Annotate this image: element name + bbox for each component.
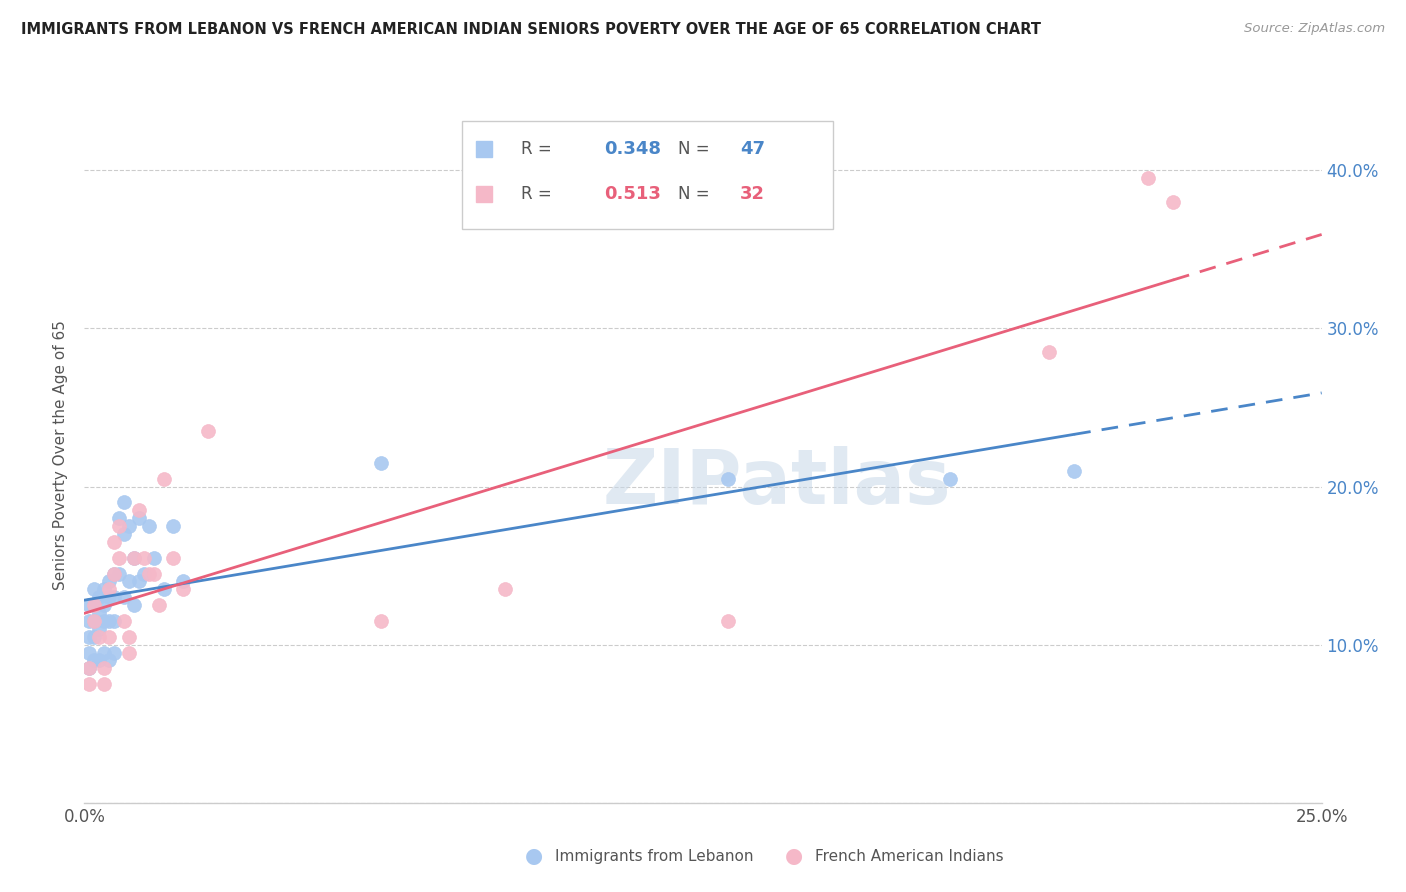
Text: ●: ● bbox=[786, 847, 803, 866]
Point bbox=[112, 614, 135, 628]
Point bbox=[79, 677, 101, 691]
Point bbox=[79, 661, 101, 675]
Point bbox=[83, 582, 105, 597]
Point bbox=[83, 614, 105, 628]
Point bbox=[83, 630, 105, 644]
Point bbox=[142, 566, 165, 581]
Point bbox=[122, 550, 145, 565]
Point bbox=[1137, 171, 1160, 186]
Point bbox=[93, 582, 115, 597]
Point bbox=[83, 653, 105, 667]
Point bbox=[717, 472, 740, 486]
Text: ●: ● bbox=[526, 847, 543, 866]
Point bbox=[98, 591, 121, 605]
Point bbox=[172, 582, 194, 597]
Point bbox=[108, 566, 131, 581]
Text: ZIPatlas: ZIPatlas bbox=[603, 446, 952, 520]
Point bbox=[152, 582, 174, 597]
Point bbox=[1063, 464, 1085, 478]
Point bbox=[122, 550, 145, 565]
Point bbox=[118, 519, 141, 533]
Point bbox=[103, 646, 125, 660]
Text: R =: R = bbox=[522, 140, 557, 158]
Y-axis label: Seniors Poverty Over the Age of 65: Seniors Poverty Over the Age of 65 bbox=[53, 320, 69, 590]
Text: French American Indians: French American Indians bbox=[815, 849, 1004, 863]
Point bbox=[118, 646, 141, 660]
Point bbox=[83, 598, 105, 612]
Point bbox=[98, 653, 121, 667]
Text: Immigrants from Lebanon: Immigrants from Lebanon bbox=[555, 849, 754, 863]
Point bbox=[108, 550, 131, 565]
Point bbox=[79, 598, 101, 612]
Text: 47: 47 bbox=[740, 140, 765, 158]
Point bbox=[103, 591, 125, 605]
Point bbox=[108, 511, 131, 525]
Point bbox=[122, 598, 145, 612]
Point bbox=[89, 653, 111, 667]
Text: 0.348: 0.348 bbox=[605, 140, 661, 158]
Point bbox=[93, 614, 115, 628]
Point bbox=[103, 534, 125, 549]
Point bbox=[112, 591, 135, 605]
Point bbox=[79, 630, 101, 644]
Point bbox=[162, 550, 184, 565]
Text: Source: ZipAtlas.com: Source: ZipAtlas.com bbox=[1244, 22, 1385, 36]
Point bbox=[162, 519, 184, 533]
Point bbox=[98, 574, 121, 589]
Point bbox=[118, 574, 141, 589]
Text: 0.513: 0.513 bbox=[605, 185, 661, 203]
Point bbox=[128, 503, 150, 517]
Point bbox=[83, 598, 105, 612]
Text: N =: N = bbox=[678, 185, 716, 203]
Point bbox=[103, 566, 125, 581]
Point bbox=[152, 472, 174, 486]
Point bbox=[108, 519, 131, 533]
Point bbox=[494, 582, 516, 597]
Point bbox=[98, 630, 121, 644]
Point bbox=[103, 614, 125, 628]
Text: R =: R = bbox=[522, 185, 557, 203]
Point bbox=[79, 646, 101, 660]
Point bbox=[112, 527, 135, 541]
Point bbox=[172, 574, 194, 589]
Point bbox=[132, 566, 155, 581]
Point bbox=[83, 614, 105, 628]
Point bbox=[89, 630, 111, 644]
Point bbox=[138, 566, 160, 581]
Point bbox=[98, 614, 121, 628]
Point bbox=[89, 606, 111, 620]
Point bbox=[1038, 345, 1060, 359]
Point bbox=[128, 574, 150, 589]
Point bbox=[1161, 194, 1184, 209]
Point bbox=[98, 582, 121, 597]
Point bbox=[89, 622, 111, 636]
Point bbox=[370, 456, 392, 470]
Point bbox=[128, 511, 150, 525]
Point bbox=[142, 550, 165, 565]
Bar bbox=[461, 121, 832, 229]
Point bbox=[132, 550, 155, 565]
Point bbox=[93, 598, 115, 612]
Point bbox=[89, 591, 111, 605]
Point bbox=[939, 472, 962, 486]
Point bbox=[370, 614, 392, 628]
Point bbox=[112, 495, 135, 509]
Point bbox=[93, 661, 115, 675]
Text: N =: N = bbox=[678, 140, 716, 158]
Text: 32: 32 bbox=[740, 185, 765, 203]
Text: IMMIGRANTS FROM LEBANON VS FRENCH AMERICAN INDIAN SENIORS POVERTY OVER THE AGE O: IMMIGRANTS FROM LEBANON VS FRENCH AMERIC… bbox=[21, 22, 1040, 37]
Point bbox=[79, 614, 101, 628]
Point bbox=[103, 566, 125, 581]
Point bbox=[138, 519, 160, 533]
Point bbox=[118, 630, 141, 644]
Point bbox=[717, 614, 740, 628]
Point bbox=[93, 646, 115, 660]
Point bbox=[93, 677, 115, 691]
Point bbox=[148, 598, 170, 612]
Point bbox=[79, 661, 101, 675]
Point bbox=[197, 424, 219, 438]
